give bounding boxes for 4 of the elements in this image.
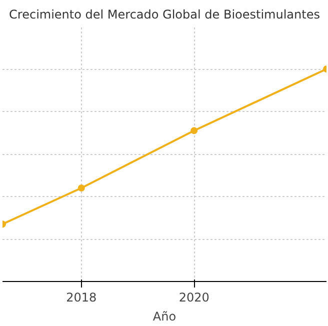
x-tick-label: 2018 (66, 290, 97, 304)
chart-title: Crecimiento del Mercado Global de Bioestimulantes (9, 8, 320, 22)
x-tick-label: 2020 (178, 290, 210, 304)
x-axis-title: Año (152, 310, 176, 324)
